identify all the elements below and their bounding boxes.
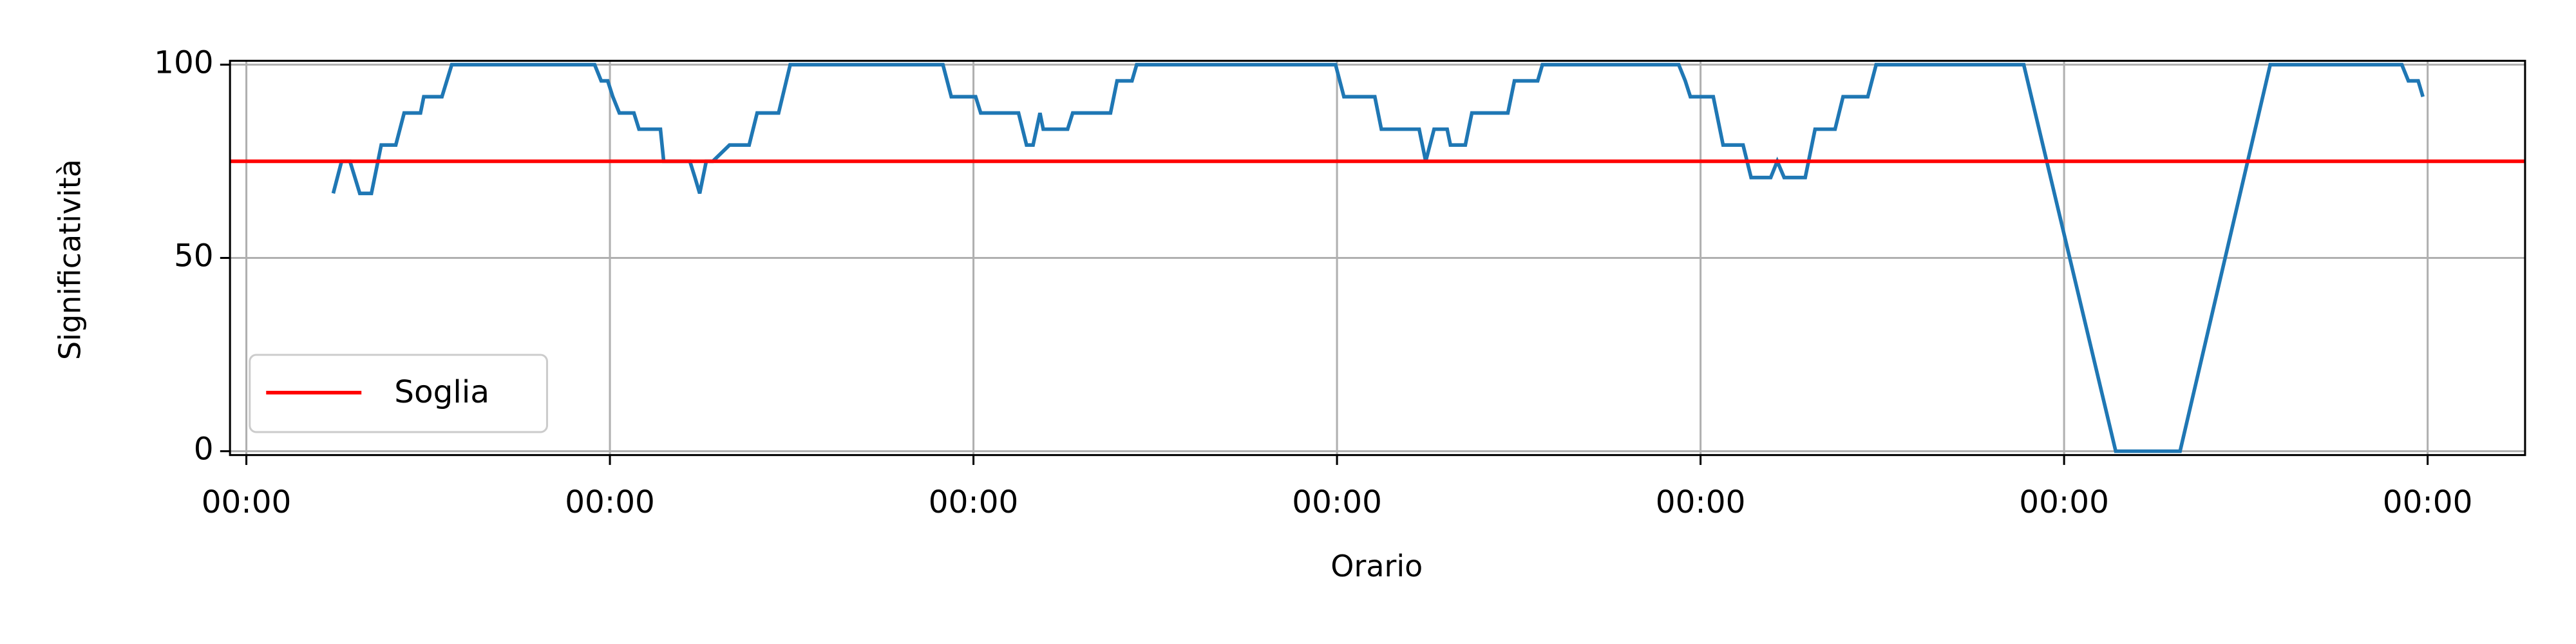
axes-frame — [229, 59, 2526, 457]
y-axis-label: Significatività — [53, 159, 88, 360]
data-line — [331, 62, 2425, 453]
y-tick-label: 100 — [154, 44, 213, 80]
x-tick-label: 00:00 — [2383, 484, 2473, 520]
legend-label: Soglia — [394, 374, 489, 410]
x-axis-label: Orario — [1331, 549, 1423, 583]
y-tick-label: 0 — [194, 431, 214, 468]
x-tick-label: 00:00 — [929, 484, 1019, 520]
legend-box — [249, 354, 549, 433]
x-tick-label: 00:00 — [202, 484, 292, 520]
x-tick-label: 00:00 — [565, 484, 655, 520]
x-tick-label: 00:00 — [1656, 484, 1746, 520]
y-tick-label: 50 — [174, 238, 214, 274]
x-tick-label: 00:00 — [1292, 484, 1382, 520]
x-tick-label: 00:00 — [2019, 484, 2109, 520]
